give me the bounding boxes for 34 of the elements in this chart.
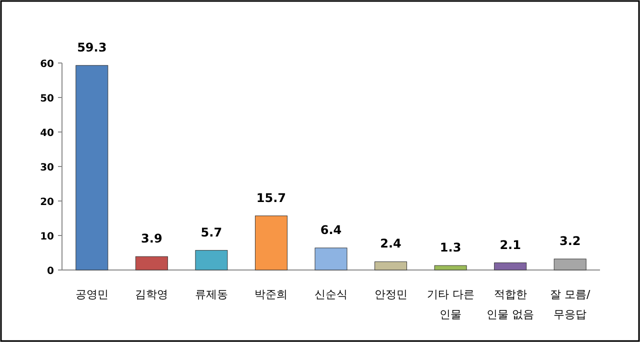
- y-tick-label: 0: [47, 266, 54, 277]
- y-tick-label: 20: [40, 197, 54, 208]
- data-label: 3.9: [141, 232, 162, 246]
- x-tick-label: 잘 모름/ 무응답: [550, 288, 591, 321]
- data-label: 2.1: [500, 238, 521, 252]
- x-tick-label: 안정민: [374, 288, 408, 301]
- x-tick-label: 공영민: [75, 288, 108, 301]
- y-tick-label: 30: [40, 162, 54, 174]
- bar: [254, 216, 288, 270]
- data-label: 15.7: [256, 190, 286, 205]
- x-tick-label: 기타 다른 인물: [426, 288, 474, 321]
- x-tick-label: 박준희: [254, 288, 288, 301]
- x-tick-label: 류제동: [194, 288, 228, 301]
- bar: [374, 261, 408, 270]
- x-tick-label: 신순식: [314, 288, 348, 301]
- bar: [135, 256, 168, 270]
- bar: [554, 258, 586, 270]
- data-label: 59.3: [77, 40, 107, 54]
- data-label: 2.4: [380, 236, 402, 251]
- y-tick-label: 50: [40, 94, 54, 104]
- data-label: 3.2: [559, 234, 581, 248]
- x-tick-label: 적합한 인물 없음: [486, 288, 534, 321]
- x-tick-label: 김학영: [135, 288, 168, 301]
- bar: [494, 262, 527, 270]
- data-label: 6.4: [320, 222, 342, 237]
- data-label: 5.7: [200, 225, 222, 240]
- bar: [314, 248, 348, 270]
- y-tick-label: 40: [40, 128, 54, 139]
- data-label: 1.3: [440, 240, 462, 255]
- y-tick-label: 10: [40, 232, 54, 242]
- bar: [195, 250, 228, 270]
- y-tick-label: 60: [40, 59, 54, 70]
- bar: [76, 65, 108, 270]
- bar: [434, 265, 467, 270]
